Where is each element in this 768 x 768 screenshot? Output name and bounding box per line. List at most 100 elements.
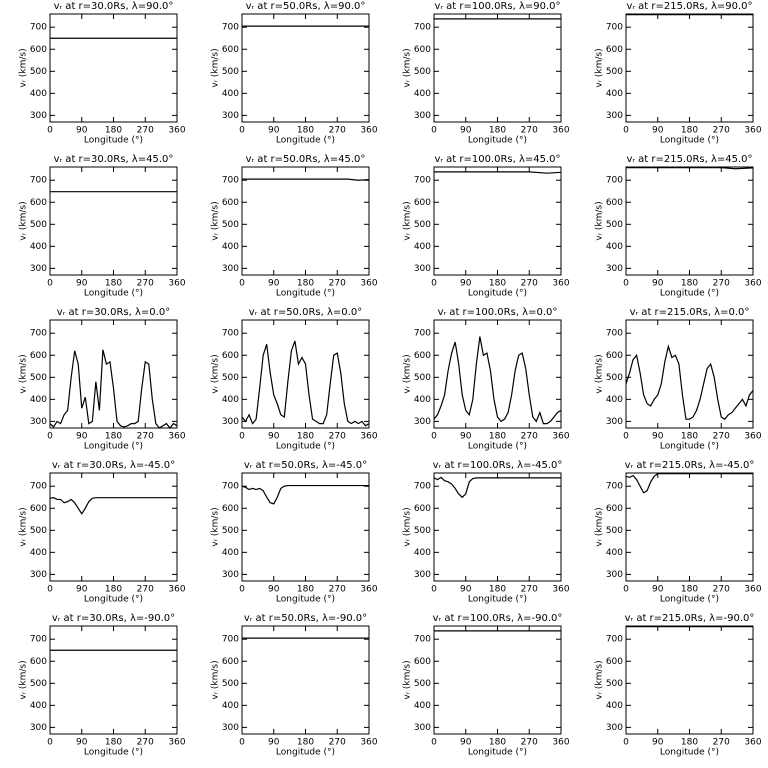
y-tick-label: 700 [30,176,47,186]
chart-title: vᵣ at r=30.0Rs, λ=0.0° [57,307,170,318]
chart-title: vᵣ at r=50.0Rs, λ=90.0° [246,1,366,12]
x-tick-label: 360 [360,432,377,442]
plot-frame [433,166,562,276]
x-tick-label: 360 [744,585,761,595]
y-tick-label: 300 [222,723,239,733]
x-tick-label: 270 [137,585,154,595]
x-tick-label: 180 [489,738,506,748]
plot-frame [49,319,178,429]
x-tick-label: 90 [652,738,664,748]
x-tick-label: 0 [431,738,437,748]
y-tick-label: 400 [606,89,623,99]
y-tick-label: 600 [222,504,239,514]
data-line [625,344,754,420]
y-tick-label: 700 [30,23,47,33]
x-axis-label: Longitude (°) [660,748,719,758]
y-tick-label: 600 [222,198,239,208]
x-tick-label: 360 [552,432,569,442]
plot-frame [49,625,178,735]
plot-frame [625,625,754,735]
x-tick-label: 360 [168,585,185,595]
y-tick-label: 400 [222,395,239,405]
x-tick-label: 0 [623,738,629,748]
x-tick-label: 270 [137,738,154,748]
y-tick-label: 500 [606,67,623,77]
x-tick-label: 180 [105,432,122,442]
y-tick-label: 300 [30,570,47,580]
data-line [626,167,754,170]
y-tick-label: 300 [606,264,623,274]
y-tick-label: 400 [414,89,431,99]
chart-title: vᵣ at r=30.0Rs, λ=45.0° [54,154,174,165]
x-tick-label: 360 [168,432,185,442]
x-tick-label: 270 [713,126,730,136]
y-tick-label: 600 [606,657,623,667]
y-tick-label: 500 [606,679,623,689]
y-tick-label: 300 [222,264,239,274]
y-tick-label: 300 [222,111,239,121]
x-tick-label: 90 [268,738,280,748]
y-tick-label: 700 [222,635,239,645]
y-tick-label: 500 [30,220,47,230]
x-tick-label: 270 [137,126,154,136]
x-tick-label: 270 [713,738,730,748]
y-tick-label: 300 [30,417,47,427]
y-tick-label: 600 [606,351,623,361]
y-tick-label: 600 [222,351,239,361]
x-tick-label: 360 [360,279,377,289]
y-tick-label: 700 [606,482,623,492]
x-tick-label: 90 [652,585,664,595]
x-axis-label: Longitude (°) [84,136,143,146]
x-tick-label: 180 [489,432,506,442]
chart-title: vᵣ at r=50.0Rs, λ=0.0° [249,307,362,318]
y-tick-label: 500 [222,679,239,689]
y-axis-label: vᵣ (km/s) [403,354,413,393]
x-tick-label: 0 [47,432,53,442]
x-tick-label: 180 [105,126,122,136]
y-axis-label: vᵣ (km/s) [403,660,413,699]
y-tick-label: 400 [414,701,431,711]
y-tick-label: 400 [414,548,431,558]
y-axis-label: vᵣ (km/s) [403,48,413,87]
x-tick-label: 270 [329,585,346,595]
y-axis-label: vᵣ (km/s) [595,507,605,546]
x-axis-label: Longitude (°) [660,442,719,452]
y-tick-label: 500 [30,526,47,536]
x-axis-label: Longitude (°) [468,442,527,452]
y-tick-label: 500 [414,526,431,536]
y-tick-label: 600 [414,45,431,55]
x-tick-label: 270 [329,432,346,442]
x-tick-label: 360 [360,126,377,136]
y-tick-label: 600 [414,657,431,667]
y-axis-label: vᵣ (km/s) [19,660,29,699]
data-line [434,171,562,174]
y-tick-label: 700 [30,635,47,645]
y-tick-label: 400 [606,701,623,711]
chart-title: vᵣ at r=50.0Rs, λ=-90.0° [244,613,367,624]
chart-title: vᵣ at r=215.0Rs, λ=90.0° [626,1,752,12]
y-tick-label: 600 [414,504,431,514]
y-axis-label: vᵣ (km/s) [595,354,605,393]
x-axis-label: Longitude (°) [660,595,719,605]
y-tick-label: 400 [30,242,47,252]
x-axis-label: Longitude (°) [276,442,335,452]
plot-frame [625,13,754,123]
chart-title: vᵣ at r=100.0Rs, λ=90.0° [434,1,560,12]
y-tick-label: 300 [222,570,239,580]
x-tick-label: 180 [681,432,698,442]
y-tick-label: 400 [606,548,623,558]
chart-title: vᵣ at r=100.0Rs, λ=0.0° [438,307,558,318]
x-tick-label: 0 [431,279,437,289]
x-axis-label: Longitude (°) [84,748,143,758]
y-axis-label: vᵣ (km/s) [595,201,605,240]
data-line [625,473,753,494]
x-tick-label: 180 [681,279,698,289]
y-tick-label: 300 [414,264,431,274]
x-tick-label: 0 [623,279,629,289]
y-tick-label: 300 [414,417,431,427]
x-tick-label: 180 [297,585,314,595]
data-line [49,349,178,429]
x-tick-label: 270 [521,585,538,595]
x-axis-label: Longitude (°) [276,595,335,605]
